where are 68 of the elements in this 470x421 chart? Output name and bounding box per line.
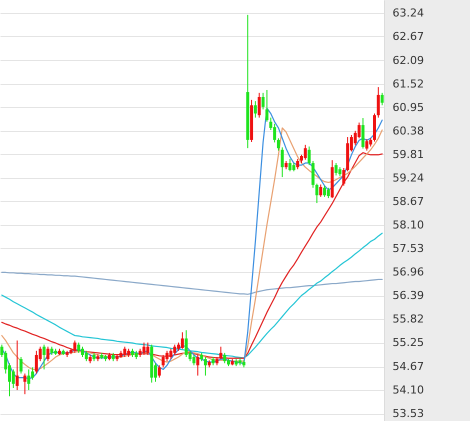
y-tick-label: 58.67 — [392, 194, 424, 208]
candlestick — [162, 354, 165, 368]
candlestick — [34, 350, 38, 374]
candlestick — [288, 158, 292, 172]
candlestick — [319, 184, 322, 198]
candlestick — [12, 368, 15, 388]
candlestick — [380, 92, 384, 106]
candlestick — [361, 118, 364, 150]
candlestick — [326, 187, 330, 199]
y-tick-label: 58.10 — [392, 218, 424, 232]
y-tick-label: 56.96 — [392, 266, 424, 278]
candlestick — [296, 158, 300, 170]
candlestick — [158, 364, 161, 378]
candlestick — [204, 356, 207, 376]
y-tick-label: 55.25 — [392, 336, 424, 350]
candlestick — [46, 346, 50, 362]
candlestick — [169, 348, 172, 360]
candlestick — [276, 138, 280, 152]
candlestick — [84, 350, 88, 362]
candlestick — [42, 344, 46, 370]
candlestick — [196, 354, 200, 376]
candlestick — [184, 330, 188, 358]
y-tick-label: 60.38 — [392, 124, 424, 138]
candlestick — [258, 92, 261, 118]
y-tick-label: 54.67 — [392, 360, 424, 374]
y-tick-label: 62.67 — [392, 30, 424, 43]
candlestick — [308, 146, 311, 166]
line-series — [1, 272, 383, 295]
candlestick — [23, 373, 26, 395]
y-tick-label: 61.52 — [392, 77, 424, 90]
y-tick-label: 54.10 — [392, 384, 424, 397]
candlestick — [323, 185, 326, 198]
candlestick — [146, 342, 150, 356]
y-tick-label: 56.39 — [392, 289, 424, 302]
candlestick — [312, 160, 315, 188]
candlestick — [123, 346, 126, 358]
candlestick — [31, 366, 34, 380]
candlestick — [304, 144, 307, 160]
candlestick — [27, 368, 30, 391]
candlestick — [192, 354, 196, 366]
y-tick-label: 59.81 — [392, 148, 424, 161]
y-tick-label: 62.09 — [392, 54, 424, 67]
candlestick — [338, 166, 342, 177]
y-tick-label: 59.24 — [392, 171, 424, 184]
candlestick — [365, 138, 368, 152]
candlestick — [166, 350, 169, 362]
candlestick — [81, 346, 84, 358]
candlestick — [376, 86, 380, 118]
y-tick-label: 60.95 — [392, 100, 424, 114]
candlestick — [334, 162, 338, 176]
candlestick — [265, 89, 268, 122]
candlestick — [173, 344, 176, 356]
candlestick — [254, 100, 257, 118]
candlestick — [262, 92, 265, 110]
candlestick — [16, 340, 19, 391]
candlestick — [315, 183, 318, 204]
candlestick — [280, 146, 284, 178]
candlestick — [20, 356, 23, 374]
candlestick — [142, 342, 146, 356]
y-tick-label: 55.82 — [392, 312, 424, 326]
candlestick — [77, 342, 80, 354]
y-tick-label: 53.53 — [392, 407, 424, 420]
y-tick-label: 57.53 — [392, 242, 424, 255]
candlestick — [180, 332, 184, 350]
candlestick — [219, 346, 222, 360]
y-tick-label: 63.24 — [392, 6, 424, 20]
candlestick — [73, 340, 76, 354]
candlestick — [223, 352, 226, 364]
